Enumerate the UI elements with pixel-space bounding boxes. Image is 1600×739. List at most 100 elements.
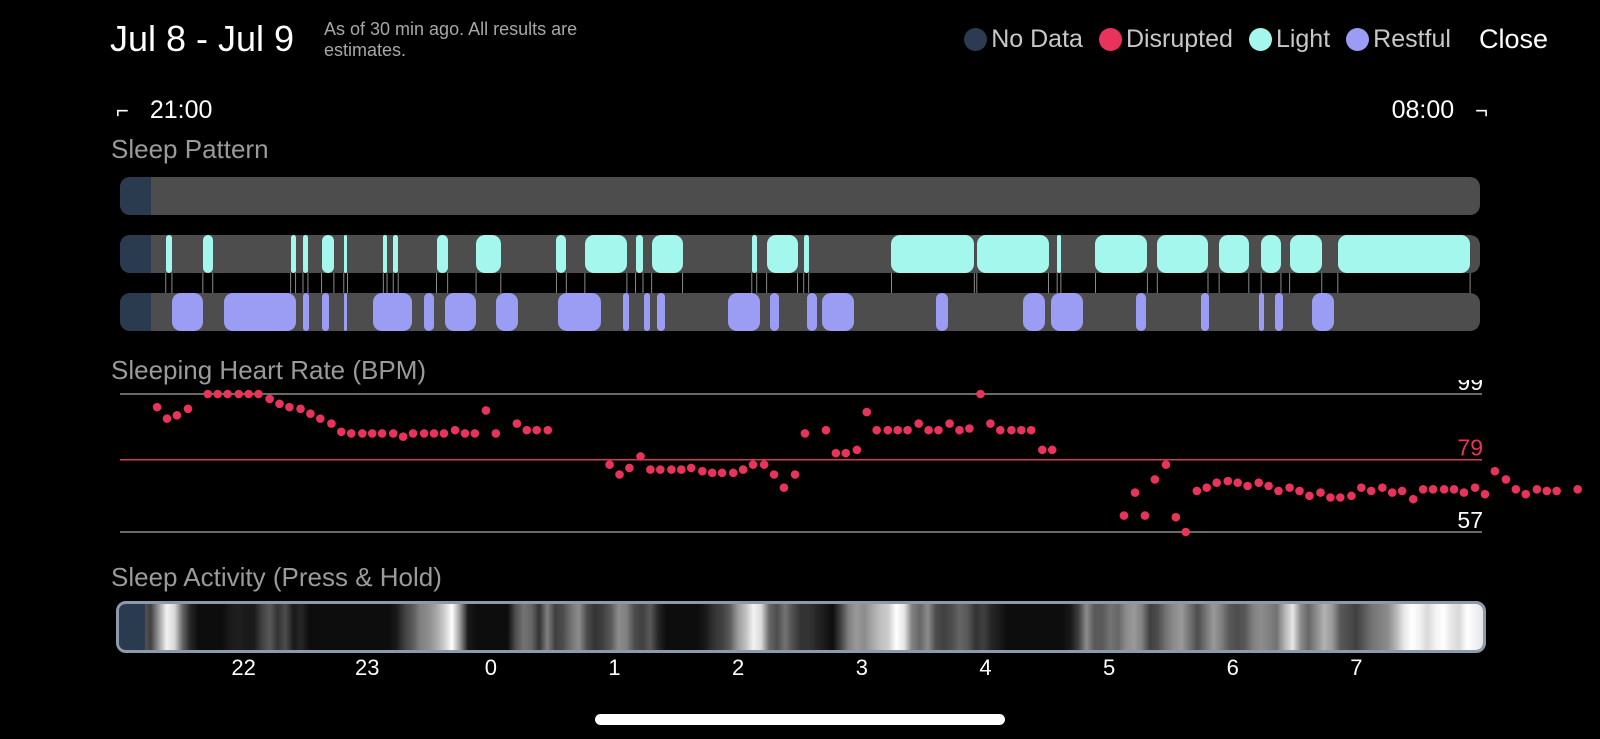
legend-disrupted: Disrupted [1098,25,1233,54]
restful-sleep-segment [424,293,435,331]
heart-rate-point [491,429,501,438]
heart-rate-point [883,425,893,435]
heart-rate-point [1130,488,1140,497]
heart-rate-point [1511,484,1521,494]
heart-rate-point [1357,483,1366,492]
heart-rate-point [1552,486,1561,496]
legend-restful: Restful [1346,25,1451,54]
light-sleep-segment [393,235,399,273]
light-sleep-segment [556,235,567,273]
light-sleep-segment [1095,235,1148,273]
heart-rate-point [841,448,851,458]
heart-rate-point [388,429,398,438]
heart-rate-point [717,468,727,478]
no-data-segment [120,235,151,273]
heart-rate-point [1047,445,1057,455]
restful-dot-icon [1346,28,1370,51]
no-data-segment [120,177,151,215]
heart-rate-point [1439,484,1449,494]
restful-sleep-track [120,293,1480,331]
heart-rate-point [748,460,758,469]
heart-rate-point [1305,491,1314,501]
heart-rate-point [306,409,315,419]
no-data-segment [120,293,151,331]
sleep-activity-bar[interactable] [116,601,1486,653]
heart-rate-point [862,407,872,417]
light-sleep-segment [651,235,683,273]
hour-tick-label: 3 [855,655,868,680]
heart-rate-point [1181,527,1191,537]
heart-rate-point [1212,478,1221,488]
heart-rate-point [872,425,881,435]
light-sleep-segment [1219,235,1249,273]
hour-tick-label: 23 [355,655,380,680]
heart-rate-point [821,425,831,435]
heart-rate-point [1233,478,1242,488]
light-dot-icon [1248,28,1272,51]
heart-rate-point [852,445,862,455]
avg-bpm-value: 79 [1457,435,1483,461]
restful-sleep-segment [373,293,412,331]
heart-rate-point [965,424,974,433]
heart-rate-point [1264,481,1273,491]
close-button[interactable]: Close [1478,24,1548,54]
restful-sleep-segment [623,293,630,331]
heart-rate-point [1140,511,1150,520]
legend-light: Light [1248,25,1330,54]
heart-rate-point [677,465,686,474]
heart-rate-point [439,429,449,438]
heart-rate-point [945,419,954,428]
light-sleep-segment [803,235,809,273]
heart-rate-point [337,427,346,437]
heart-rate-point [152,402,162,412]
heart-rate-chart: 99 79 57 [120,380,1582,537]
heart-rate-point [986,419,995,428]
heart-rate-point [203,389,213,399]
heart-rate-point [1480,489,1490,499]
heart-rate-point [172,411,182,420]
heart-rate-point [522,425,532,435]
heart-rate-point [1017,425,1026,435]
heart-rate-point [285,402,294,412]
heart-rate-point [1243,481,1252,491]
heart-rate-point [1038,445,1047,455]
restful-sleep-segment [770,293,779,331]
heart-rate-point [605,460,614,469]
heart-rate-point [265,394,274,404]
legend-label: No Data [991,25,1083,53]
light-sleep-segment [1261,235,1281,273]
light-sleep-segment [584,235,627,273]
start-time-label: 21:00 [149,96,213,124]
light-sleep-segment [1289,235,1322,273]
heart-rate-point [450,425,460,435]
estimate-note: As of 30 min ago. All results are estima… [324,19,578,60]
heart-rate-point [346,429,356,438]
hour-tick-label: 5 [1102,655,1116,680]
heart-rate-point [327,419,336,428]
heart-rate-point [1378,483,1387,492]
heart-rate-point [1007,425,1016,435]
light-sleep-segment [202,235,213,273]
heart-rate-point [779,483,789,492]
light-sleep-segment [383,235,388,273]
heart-rate-point [223,389,232,399]
restful-sleep-segment [822,293,855,331]
light-sleep-segment [766,235,798,273]
heart-rate-point [1366,486,1376,496]
heart-rate-point [244,389,253,399]
light-sleep-segment [891,235,975,273]
heart-rate-point [1542,486,1552,496]
restful-sleep-segment [171,293,203,331]
restful-sleep-segment [1311,293,1335,331]
light-sleep-segment [1057,235,1061,273]
restful-sleep-segment [1274,293,1284,331]
home-indicator[interactable] [595,714,1005,725]
hour-tick-label: 4 [979,655,992,680]
light-sleep-segment [976,235,1049,273]
heart-rate-point [955,425,964,435]
heart-rate-point [1295,486,1304,496]
heart-rate-point [213,389,222,399]
restful-sleep-segment [321,293,329,331]
heart-rate-point [1573,484,1582,494]
heart-rate-point [1026,425,1036,435]
